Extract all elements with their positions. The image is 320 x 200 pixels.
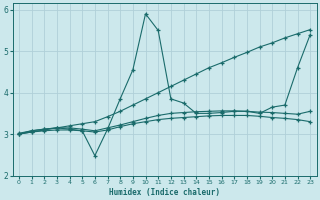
X-axis label: Humidex (Indice chaleur): Humidex (Indice chaleur) [109, 188, 220, 197]
